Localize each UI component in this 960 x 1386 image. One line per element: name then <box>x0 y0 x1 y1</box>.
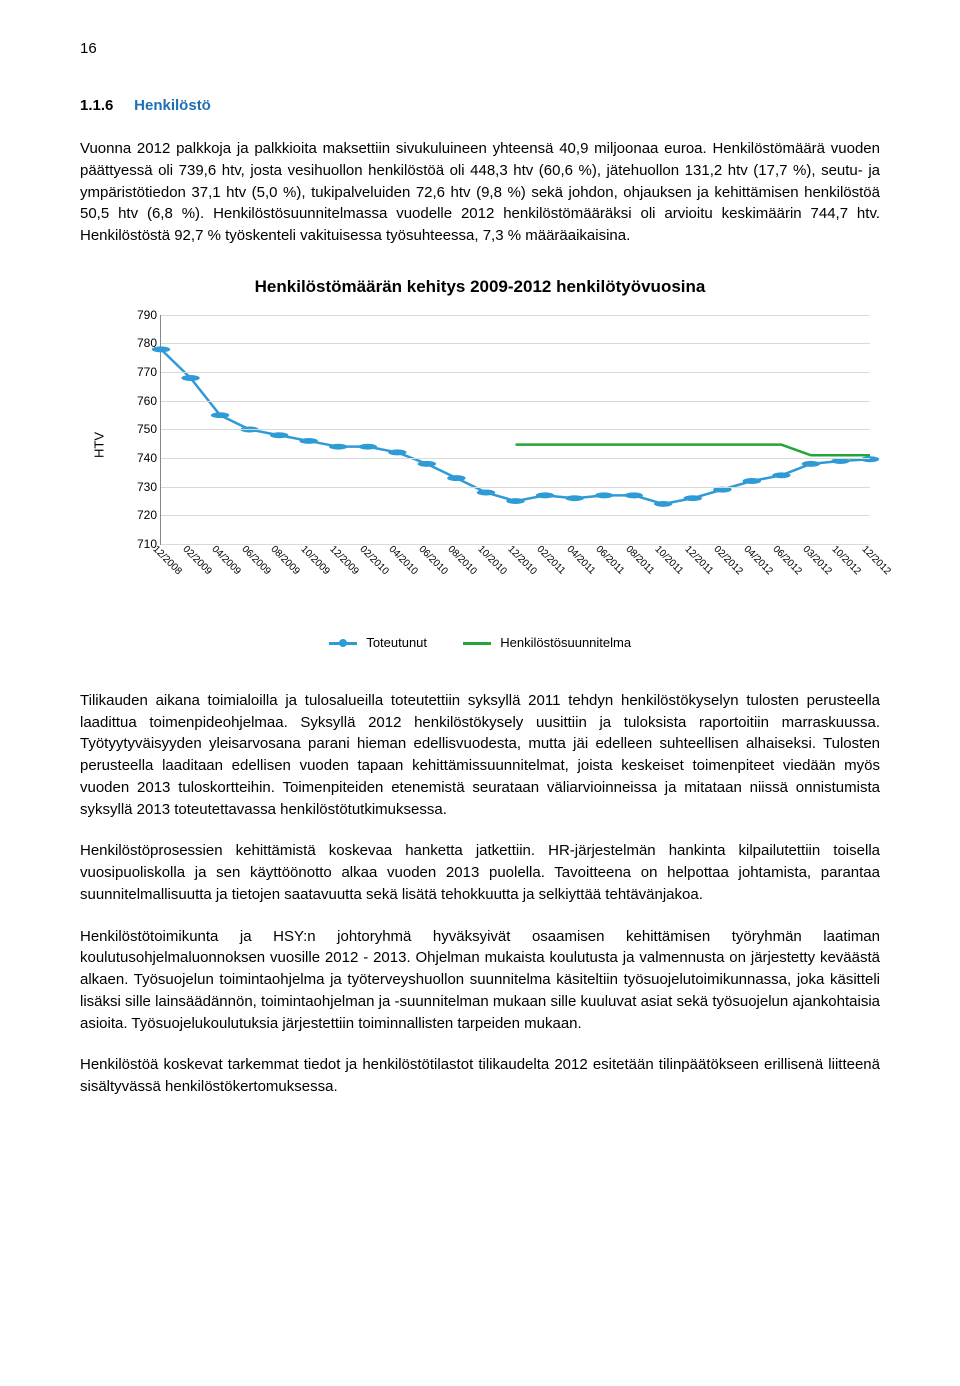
chart-gridline <box>161 487 870 488</box>
x-tick-label: 06/2011 <box>594 544 627 577</box>
chart-gridline <box>161 343 870 344</box>
chart-marker <box>181 375 199 381</box>
x-tick-label: 12/2008 <box>150 544 183 577</box>
y-tick-label: 770 <box>131 365 157 379</box>
chart-line <box>516 444 871 455</box>
paragraph-1: Vuonna 2012 palkkoja ja palkkioita makse… <box>80 138 880 247</box>
chart-marker <box>654 501 672 507</box>
chart: HTV 71072073074075076077078079012/200802… <box>130 305 870 585</box>
chart-marker <box>329 443 347 449</box>
chart-legend: Toteutunut Henkilöstösuunnitelma <box>80 635 880 650</box>
chart-marker <box>506 498 524 504</box>
chart-marker <box>565 495 583 501</box>
chart-marker <box>270 432 288 438</box>
chart-marker <box>743 478 761 484</box>
y-tick-label: 790 <box>131 308 157 322</box>
x-tick-label: 02/2009 <box>180 544 213 577</box>
document-page: 16 1.1.6 Henkilöstö Vuonna 2012 palkkoja… <box>0 0 960 1178</box>
x-tick-label: 06/2009 <box>239 544 272 577</box>
x-tick-label: 06/2010 <box>416 544 449 577</box>
chart-marker <box>299 438 317 444</box>
chart-plot-area: 71072073074075076077078079012/200802/200… <box>160 315 870 545</box>
x-tick-label: 10/2009 <box>298 544 331 577</box>
x-tick-label: 10/2011 <box>653 544 686 577</box>
chart-marker <box>684 495 702 501</box>
legend-label-toteutunut: Toteutunut <box>366 635 427 650</box>
heading-title: Henkilöstö <box>134 97 211 114</box>
chart-marker <box>211 412 229 418</box>
chart-gridline <box>161 458 870 459</box>
x-tick-label: 10/2010 <box>475 544 508 577</box>
x-tick-label: 04/2012 <box>741 544 774 577</box>
chart-marker <box>359 443 377 449</box>
y-tick-label: 780 <box>131 336 157 350</box>
x-tick-label: 06/2012 <box>771 544 804 577</box>
paragraph-2: Tilikauden aikana toimialoilla ja tulosa… <box>80 690 880 821</box>
chart-marker <box>477 489 495 495</box>
x-tick-label: 12/2009 <box>328 544 361 577</box>
chart-marker <box>447 475 465 481</box>
legend-swatch-suunnitelma <box>463 642 491 645</box>
y-axis-label: HTV <box>92 432 107 458</box>
x-tick-label: 10/2012 <box>830 544 863 577</box>
chart-gridline <box>161 372 870 373</box>
x-tick-label: 08/2010 <box>446 544 479 577</box>
x-tick-label: 12/2011 <box>682 544 715 577</box>
x-tick-label: 12/2010 <box>505 544 538 577</box>
paragraph-5: Henkilöstöä koskevat tarkemmat tiedot ja… <box>80 1054 880 1098</box>
y-tick-label: 750 <box>131 422 157 436</box>
chart-marker <box>595 492 613 498</box>
x-tick-label: 12/2012 <box>859 544 892 577</box>
chart-gridline <box>161 315 870 316</box>
x-tick-label: 02/2011 <box>534 544 567 577</box>
chart-marker <box>418 461 436 467</box>
chart-marker <box>772 472 790 478</box>
chart-marker <box>536 492 554 498</box>
chart-gridline <box>161 544 870 545</box>
x-tick-label: 08/2011 <box>623 544 656 577</box>
x-tick-label: 08/2009 <box>269 544 302 577</box>
chart-title: Henkilöstömäärän kehitys 2009-2012 henki… <box>80 277 880 297</box>
chart-marker <box>388 449 406 455</box>
paragraph-4: Henkilöstötoimikunta ja HSY:n johtoryhmä… <box>80 926 880 1035</box>
legend-item-toteutunut: Toteutunut <box>329 635 427 650</box>
page-number: 16 <box>80 40 880 57</box>
y-tick-label: 740 <box>131 451 157 465</box>
chart-gridline <box>161 429 870 430</box>
heading-number: 1.1.6 <box>80 97 130 114</box>
legend-label-suunnitelma: Henkilöstösuunnitelma <box>500 635 631 650</box>
y-tick-label: 730 <box>131 480 157 494</box>
x-tick-label: 04/2010 <box>387 544 420 577</box>
x-tick-label: 04/2009 <box>209 544 242 577</box>
section-heading: 1.1.6 Henkilöstö <box>80 97 880 114</box>
x-tick-label: 03/2012 <box>800 544 833 577</box>
chart-container: Henkilöstömäärän kehitys 2009-2012 henki… <box>80 277 880 650</box>
chart-marker <box>624 492 642 498</box>
x-tick-label: 02/2012 <box>712 544 745 577</box>
y-tick-label: 760 <box>131 394 157 408</box>
x-tick-label: 04/2011 <box>564 544 597 577</box>
x-tick-label: 02/2010 <box>357 544 390 577</box>
chart-gridline <box>161 401 870 402</box>
chart-gridline <box>161 515 870 516</box>
legend-swatch-toteutunut <box>329 642 357 645</box>
paragraph-3: Henkilöstöprosessien kehittämistä koskev… <box>80 840 880 905</box>
legend-item-suunnitelma: Henkilöstösuunnitelma <box>463 635 631 650</box>
chart-marker <box>802 461 820 467</box>
y-tick-label: 720 <box>131 508 157 522</box>
